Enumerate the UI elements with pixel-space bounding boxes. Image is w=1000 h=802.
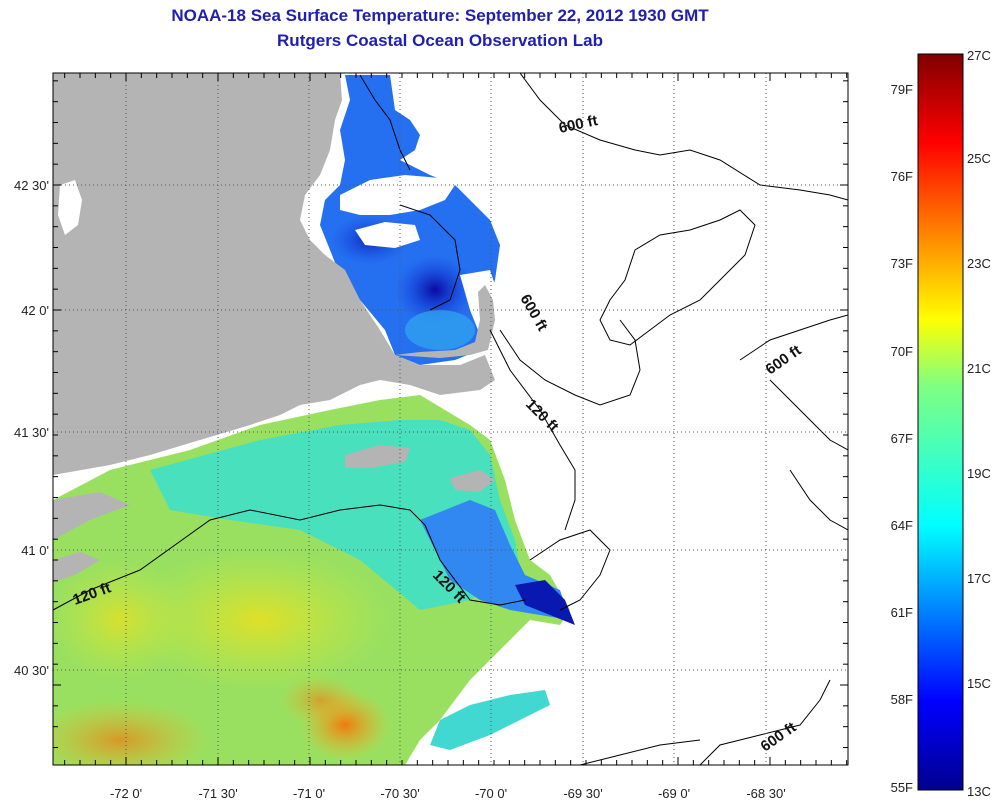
colorbar-f-label: 79F (891, 82, 913, 97)
colorbar-c-label: 13C (967, 784, 991, 799)
map-frame (52, 72, 849, 766)
colorbar-f-label: 61F (891, 605, 913, 620)
lat-tick-label: 41 0' (21, 543, 49, 558)
contour-east-shoals-2 (789, 469, 848, 531)
lon-tick-label: -71 0' (293, 786, 325, 801)
colorbar-f-label: 58F (891, 692, 913, 707)
sst-field-deep-blue (515, 580, 575, 625)
contour-600ft-inner (499, 319, 641, 406)
contour-600ft-east (739, 314, 848, 361)
sst-field-cyan (150, 420, 520, 610)
contour-north-inlet (359, 74, 411, 171)
coastline-nova-scotia (519, 73, 848, 201)
land-long-island (53, 492, 130, 540)
colorbar-c-label: 19C (967, 466, 991, 481)
contour-600ft-se (579, 739, 701, 765)
coastline-georges-bank (599, 209, 756, 346)
lat-tick-label: 41 30' (14, 425, 49, 440)
colorbar-f-label: 70F (891, 344, 913, 359)
lon-tick-label: -71 30' (198, 786, 237, 801)
colorbar-f-label: 55F (891, 780, 913, 795)
land-long-island-tip (53, 552, 100, 582)
lon-tick-label: -69 0' (658, 786, 690, 801)
land-new-england (53, 73, 495, 475)
lon-tick-label: -70 0' (475, 786, 507, 801)
colorbar-f-label: 64F (891, 518, 913, 533)
lon-tick-label: -69 30' (563, 786, 602, 801)
colorbar-f-label: 67F (891, 431, 913, 446)
colorbar: 79F 76F 73F 70F 67F 64F 61F 58F 55F 27C … (891, 48, 991, 799)
latitude-axis: 42 30' 42 0' 41 30' 41 0' 40 30' (14, 178, 49, 678)
chart-title: NOAA-18 Sea Surface Temperature: Septemb… (171, 6, 709, 25)
lon-tick-label: -72 0' (110, 786, 142, 801)
colorbar-c-label: 17C (967, 571, 991, 586)
colorbar-c-label: 25C (967, 151, 991, 166)
lat-tick-label: 42 30' (14, 178, 49, 193)
contour-600ft-shelfbreak (699, 679, 831, 765)
contour-cape-cod-bay (399, 204, 461, 311)
colorbar-c-label: 23C (967, 256, 991, 271)
contour-120ft-south (53, 504, 526, 611)
colorbar-f-label: 76F (891, 169, 913, 184)
lon-tick-label: -68 30' (746, 786, 785, 801)
lat-tick-label: 42 0' (21, 303, 49, 318)
longitude-axis: -72 0' -71 30' -71 0' -70 30' -70 0' -69… (110, 786, 786, 801)
lon-tick-label: -70 30' (380, 786, 419, 801)
colorbar-c-label: 15C (967, 676, 991, 691)
colorbar-c-label: 21C (967, 361, 991, 376)
land-cape-cod (395, 285, 495, 358)
chart-subtitle: Rutgers Coastal Ocean Observation Lab (277, 31, 603, 50)
colorbar-gradient (917, 53, 964, 791)
contour-120ft-shelf (489, 329, 576, 531)
contour-east-shoals (769, 379, 848, 451)
cloud-gap (340, 175, 455, 215)
cloud-gap (355, 222, 420, 248)
axis-ticks (53, 73, 848, 765)
land-nantucket (450, 470, 495, 492)
sst-field-offshore-patch (430, 690, 550, 750)
graticule (53, 73, 848, 765)
colorbar-f-label: 73F (891, 256, 913, 271)
land-marthas-vineyard (345, 445, 410, 468)
lat-tick-label: 40 30' (14, 663, 49, 678)
colorbar-c-label: 27C (967, 48, 991, 63)
